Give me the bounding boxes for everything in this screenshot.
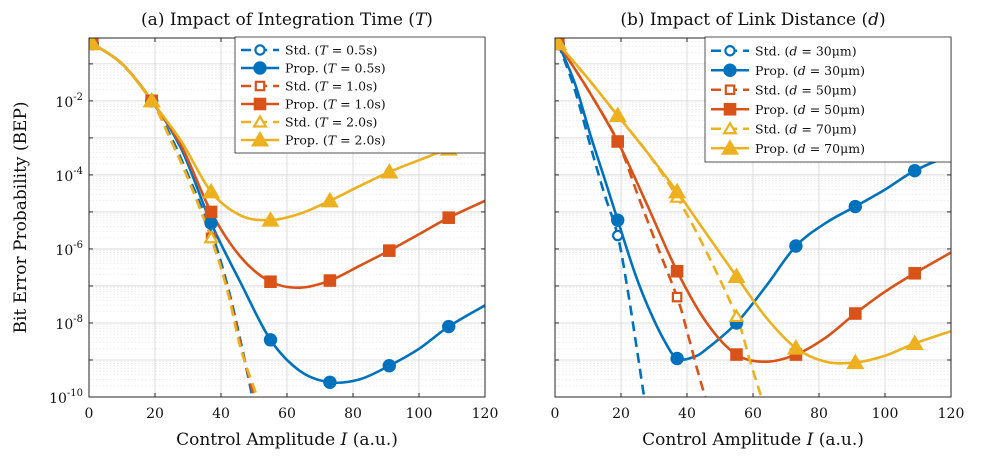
panel-b-point-prop-d-50um [848, 307, 862, 320]
panel-a-x-tick-label: 80 [344, 406, 362, 422]
panel-b-point-prop-d-50um [908, 266, 921, 280]
panel-a-point-prop-t-0-5s [323, 375, 337, 389]
panel-a-x-tick-label: 40 [212, 406, 230, 422]
panel-a-series-layer [89, 38, 485, 397]
panel-b-legend-label-std-d-30um: Std. (d = 30μm) [755, 43, 857, 58]
panel-a-point-prop-t-1-0s [442, 211, 455, 224]
panel-a-point-prop-t-1-0s [204, 205, 218, 219]
panel-a-legend-label-std-t-2-0s: Std. (T = 2.0s) [285, 115, 377, 130]
panel-b-point-prop-d-70um [786, 339, 805, 355]
panel-a-point-prop-t-1-0s [323, 274, 337, 287]
panel-b-series-layer [555, 38, 951, 397]
panel-b-x-tick-label: 40 [678, 406, 696, 422]
panel-b-legend-marker-std-d-30um [724, 45, 736, 57]
panel-a-y-axis-label: Bit Error Probability (BEP) [11, 101, 31, 333]
panel-a-legend-box [234, 36, 486, 154]
panel-a-legend-label-prop-t-0-5s: Prop. (T = 0.5s) [285, 61, 386, 76]
panel-a-legend-label-prop-t-1-0s: Prop. (T = 1.0s) [285, 97, 386, 112]
panel-b-legend-label-prop-d-30um: Prop. (d = 30μm) [755, 63, 865, 78]
panel-b-point-std-d-30um [612, 229, 624, 242]
panel-a-point-prop-t-2-0s [380, 163, 399, 179]
panel-a-x-tick-label: 120 [472, 406, 499, 422]
panel-a-point-prop-t-2-0s [89, 38, 102, 51]
panel-b-x-tick-label: 0 [551, 406, 560, 422]
panel-b-point-prop-d-30um [908, 163, 922, 178]
panel-b-legend-marker-prop-d-70um [720, 139, 740, 155]
panel-b-legend-label-prop-d-50um: Prop. (d = 50μm) [755, 102, 865, 117]
panel-b-point-std-d-70um [728, 308, 745, 323]
panel-b-legend-marker-std-d-50um [724, 84, 736, 96]
panel-b-x-tick-label: 100 [872, 406, 899, 422]
panel-b-point-prop-d-70um [727, 267, 746, 284]
panel-a-y-tick-label: 10-4 [55, 166, 83, 185]
panel-b-x-axis-label: Control Amplitude I (a.u.) [642, 430, 864, 450]
panel-a-point-prop-t-0-5s [204, 216, 218, 230]
panel-a-point-std-t-2-0s [203, 230, 219, 244]
panel-a-x-tick-label: 60 [278, 406, 296, 422]
panel-b-point-prop-d-50um [730, 348, 743, 361]
panel-a-y-tick-label: 10-2 [55, 92, 83, 111]
panel-a-point-prop-t-0-5s [442, 319, 456, 334]
panel-a-point-prop-t-2-0s [202, 182, 221, 199]
panel-b-point-prop-d-50um [611, 135, 624, 148]
panel-b-legend-marker-std-d-70um [722, 120, 738, 135]
panel-a-y-tick-label: 10-6 [55, 240, 83, 259]
panel-a-legend-marker-prop-t-0-5s [253, 61, 267, 75]
panel-b-point-prop-d-50um [670, 264, 684, 278]
panel-b-point-prop-d-30um [848, 199, 863, 214]
panel-b-legend-marker-prop-d-30um [723, 63, 737, 77]
panel-b-point-prop-d-30um [670, 351, 684, 366]
panel-b-line-prop-d-50um [557, 43, 951, 363]
panel-a-legend: Std. (T = 0.5s) Prop. (T = 0.5s) Std. (T =… [234, 36, 486, 154]
panel-a-legend-marker-std-t-0-5s [254, 44, 266, 56]
panel-a-y-tick-label: 10-8 [55, 314, 83, 333]
panel-b-x-tick-label: 60 [744, 406, 762, 422]
panel-b-line-std-d-30um [557, 43, 646, 397]
panel-b-point-prop-d-70um [608, 106, 627, 123]
panel-a-point-prop-t-2-0s [142, 91, 161, 108]
panel-a-point-prop-t-0-5s [382, 359, 396, 373]
panel-b-x-tick-label: 20 [612, 406, 630, 422]
panel-b-legend-label-prop-d-70um: Prop. (d = 70μm) [755, 141, 865, 156]
panel-a-legend-label-std-t-0-5s: Std. (T = 0.5s) [285, 43, 377, 58]
panel-b-x-tick-label: 120 [938, 406, 965, 422]
panel-b-legend-marker-prop-d-50um [723, 102, 737, 116]
panel-a-legend-label-std-t-1-0s: Std. (T = 1.0s) [285, 79, 377, 94]
panel-a-y-tick-label: 10-10 [49, 388, 83, 407]
panel-a-legend-marker-std-t-1-0s [254, 80, 266, 92]
panel-b-point-std-d-50um [671, 291, 683, 303]
panel-a-x-tick-label: 0 [85, 406, 94, 422]
panel-a-legend-label-prop-t-2-0s: Prop. (T = 2.0s) [285, 133, 386, 148]
panel-b-point-prop-d-30um [789, 239, 803, 253]
panel-a-x-tick-label: 100 [406, 406, 433, 422]
panel-b-legend-label-std-d-50um: Std. (d = 50μm) [755, 82, 857, 97]
panel-a-markers-prop-t-2-0s [89, 38, 458, 227]
panel-b-point-prop-d-30um [611, 213, 625, 227]
panel-a-legend-marker-prop-t-2-0s [250, 131, 270, 147]
panel-a-point-prop-t-2-0s [320, 191, 339, 208]
panel-b-markers-prop-d-70um [555, 38, 924, 370]
panel-b-legend-box [704, 36, 952, 163]
panel-a-legend-marker-std-t-2-0s [252, 114, 268, 128]
panel-b-point-prop-d-70um [905, 334, 924, 350]
panel-a-point-prop-t-1-0s [264, 275, 277, 289]
panel-b-title: (b) Impact of Link Distance (d) [620, 10, 885, 30]
panel-a-point-prop-t-0-5s [263, 333, 278, 347]
panel-a-x-axis-label: Control Amplitude I (a.u.) [176, 430, 398, 450]
panel-a-x-tick-label: 20 [146, 406, 164, 422]
panel-b-x-tick-label: 80 [810, 406, 828, 422]
panel-b: 0 20 40 60 80 100 120 (b) Impact of Link Distan… [551, 10, 965, 450]
panel-a-title: (a) Impact of Integration Time (T) [141, 10, 433, 30]
panel-b-legend: Std. (d = 30μm) Prop. (d = 30μm) Std. (d =… [704, 36, 952, 163]
panel-b-point-prop-d-70um [846, 353, 865, 370]
panel-a-legend-marker-prop-t-1-0s [253, 97, 267, 111]
panel-b-legend-label-std-d-70um: Std. (d = 70μm) [755, 121, 857, 136]
panel-b-point-prop-d-70um [555, 38, 568, 51]
panel-a-tick-marks [88, 38, 486, 398]
panel-a-point-prop-t-2-0s [261, 211, 280, 227]
panel-b-point-prop-d-70um [668, 182, 687, 199]
panel-a: 0 20 40 60 80 100 120 10-2 10-4 10-6 10-8 10-10 (a) … [11, 10, 498, 450]
panel-a-point-prop-t-1-0s [383, 244, 396, 257]
